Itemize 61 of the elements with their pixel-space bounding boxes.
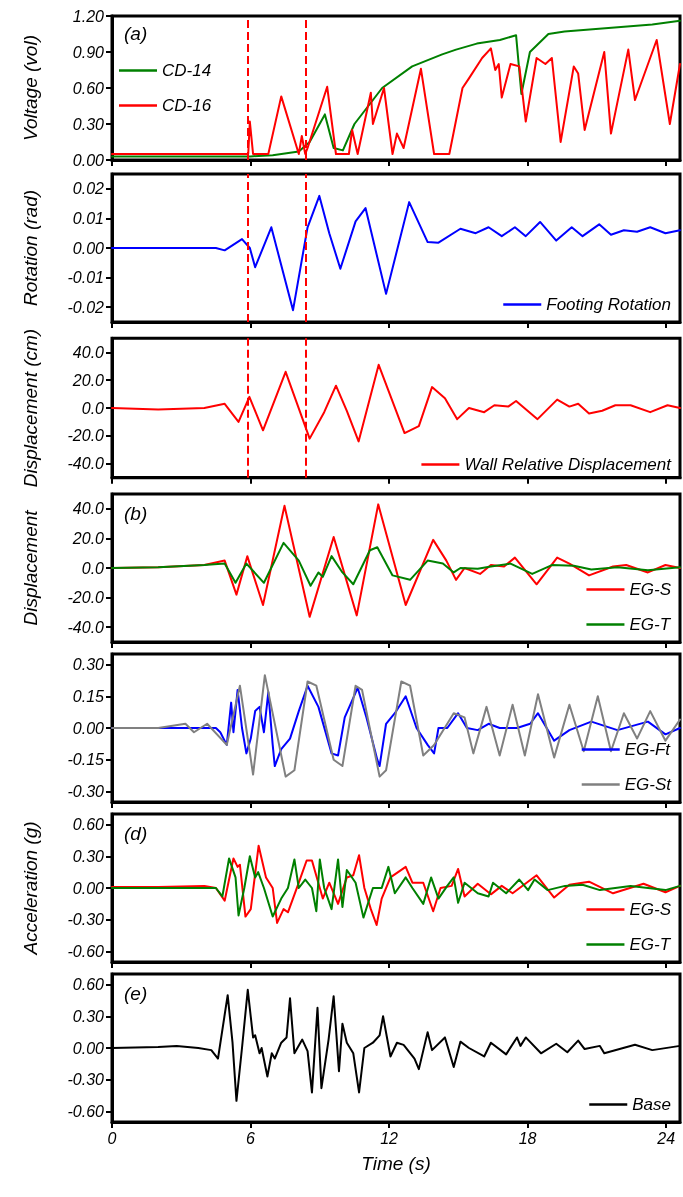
y-tick-label: 0.00: [72, 1039, 105, 1057]
y-tick-label: -0.30: [67, 1071, 105, 1089]
y-tick-label: 0.30: [72, 847, 105, 865]
y-tick-label: 0.30: [72, 656, 105, 674]
y-tick-label: 0.0: [81, 559, 105, 577]
y-axis-title: Rotation (rad): [20, 189, 41, 307]
legend-label: Wall Relative Displacement: [464, 455, 673, 474]
y-axis-title: Voltage (vol): [20, 35, 41, 141]
y-tick-label: 0.30: [72, 1007, 105, 1025]
y-tick-label: 20.0: [71, 529, 105, 547]
y-tick-label: 40.0: [72, 343, 105, 361]
annotation: (b): [124, 503, 148, 524]
y-axis-title: Acceleration (g): [20, 821, 41, 956]
legend-label: EG-Ft: [624, 740, 672, 759]
y-tick-label: -0.30: [67, 782, 105, 800]
annotation: (a): [124, 23, 148, 44]
x-tick-label: 24: [656, 1129, 676, 1147]
y-tick-label: 40.0: [72, 500, 105, 518]
y-tick-label: 0.60: [72, 79, 105, 97]
legend-label: EG-S: [629, 900, 672, 919]
y-tick-label: 0.00: [72, 151, 105, 169]
y-tick-label: 0.90: [72, 43, 105, 61]
y-axis-title: Displacement: [20, 509, 41, 626]
y-tick-label: -0.02: [67, 298, 105, 316]
legend-label: EG-T: [629, 935, 672, 954]
y-tick-label: -20.0: [67, 427, 105, 445]
x-tick-label: 18: [518, 1129, 537, 1147]
y-tick-label: 20.0: [71, 371, 105, 389]
y-tick-label: -20.0: [67, 589, 105, 607]
legend-label: CD-16: [162, 96, 212, 115]
y-tick-label: 0.00: [72, 719, 105, 737]
x-axis-title: Time (s): [361, 1153, 431, 1174]
legend-label: Base: [632, 1095, 671, 1114]
legend-label: EG-T: [629, 615, 672, 634]
y-tick-label: 0.0: [81, 399, 105, 417]
y-tick-label: 0.00: [72, 879, 105, 897]
x-tick-label: 0: [107, 1129, 117, 1147]
y-tick-label: 0.60: [72, 976, 105, 994]
y-tick-label: -40.0: [67, 618, 105, 636]
x-tick-label: 12: [380, 1129, 399, 1147]
legend-label: CD-14: [162, 61, 212, 80]
y-tick-label: -0.60: [67, 1102, 105, 1120]
annotation: (e): [124, 983, 148, 1004]
y-tick-label: 0.00: [72, 239, 105, 257]
y-tick-label: 0.02: [72, 180, 105, 198]
y-tick-label: 0.15: [72, 687, 105, 705]
y-tick-label: 0.30: [72, 115, 105, 133]
y-tick-label: 0.01: [72, 209, 104, 227]
y-tick-label: 0.60: [72, 816, 105, 834]
y-tick-label: -0.15: [67, 751, 105, 769]
y-tick-label: -40.0: [67, 455, 105, 473]
y-tick-label: -0.60: [67, 942, 105, 960]
y-tick-label: 1.20: [72, 7, 105, 25]
y-tick-label: -0.01: [67, 269, 104, 287]
y-axis-title: Displacement (cm): [20, 328, 41, 488]
legend-label: Footing Rotation: [546, 295, 672, 314]
annotation: (d): [124, 823, 148, 844]
x-tick-label: 6: [246, 1129, 256, 1147]
legend-label: EG-St: [624, 775, 673, 794]
y-tick-label: -0.30: [67, 911, 105, 929]
legend-label: EG-S: [629, 580, 672, 599]
